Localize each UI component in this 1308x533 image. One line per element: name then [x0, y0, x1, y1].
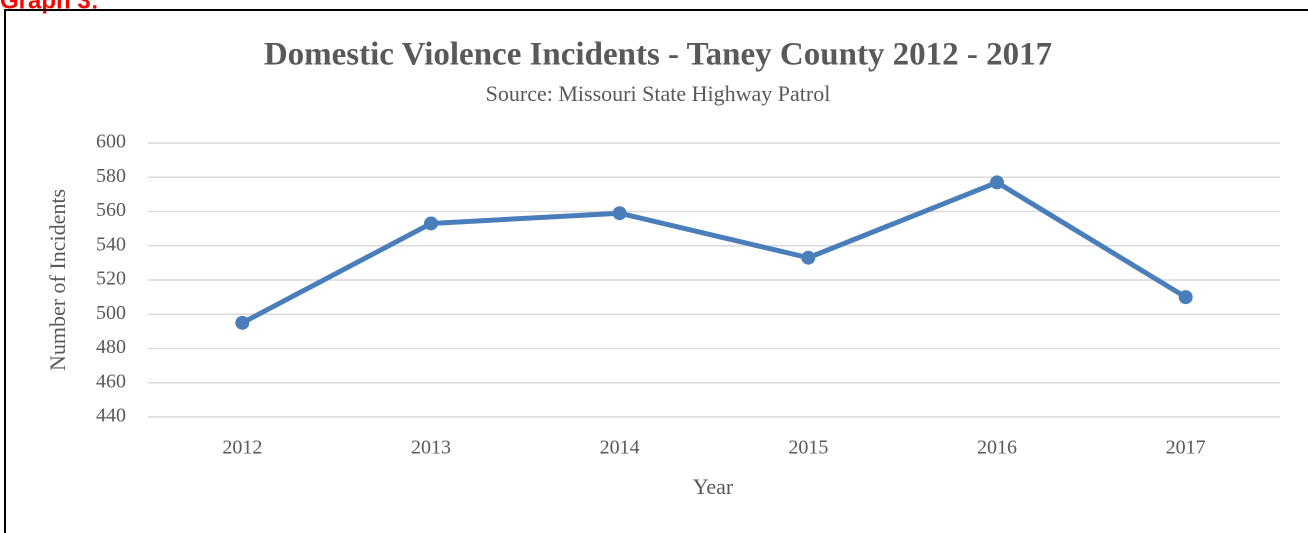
data-point: [235, 315, 250, 330]
y-axis-label: Number of Incidents: [45, 189, 70, 371]
y-tick-label: 440: [96, 405, 126, 427]
chart-subtitle: Source: Missouri State Highway Patrol: [486, 81, 831, 106]
y-tick-label: 460: [96, 370, 126, 392]
x-tick-label: 2014: [600, 437, 640, 459]
data-point: [612, 206, 627, 221]
data-point: [1178, 290, 1193, 305]
chart-frame: [4, 9, 1308, 533]
x-tick-label: 2016: [977, 437, 1017, 459]
x-tick-label: 2012: [222, 437, 262, 459]
y-tick-label: 600: [96, 131, 126, 153]
x-tick-label: 2017: [1166, 437, 1206, 459]
y-tick-label: 560: [96, 199, 126, 221]
y-tick-label: 520: [96, 268, 126, 290]
y-tick-label: 480: [96, 336, 126, 358]
x-axis-label: Year: [693, 474, 734, 499]
y-tick-label: 540: [96, 233, 126, 255]
page-heading: Graph 3:: [0, 0, 99, 14]
data-point: [990, 175, 1004, 190]
x-tick-label: 2013: [411, 437, 451, 459]
x-tick-label: 2015: [788, 437, 828, 459]
chart-title: Domestic Violence Incidents - Taney Coun…: [264, 37, 1052, 73]
data-point: [424, 216, 438, 231]
data-line: [241, 179, 1187, 326]
data-point: [801, 250, 816, 265]
y-tick-label: 500: [96, 302, 126, 324]
y-tick-label: 580: [96, 165, 126, 187]
